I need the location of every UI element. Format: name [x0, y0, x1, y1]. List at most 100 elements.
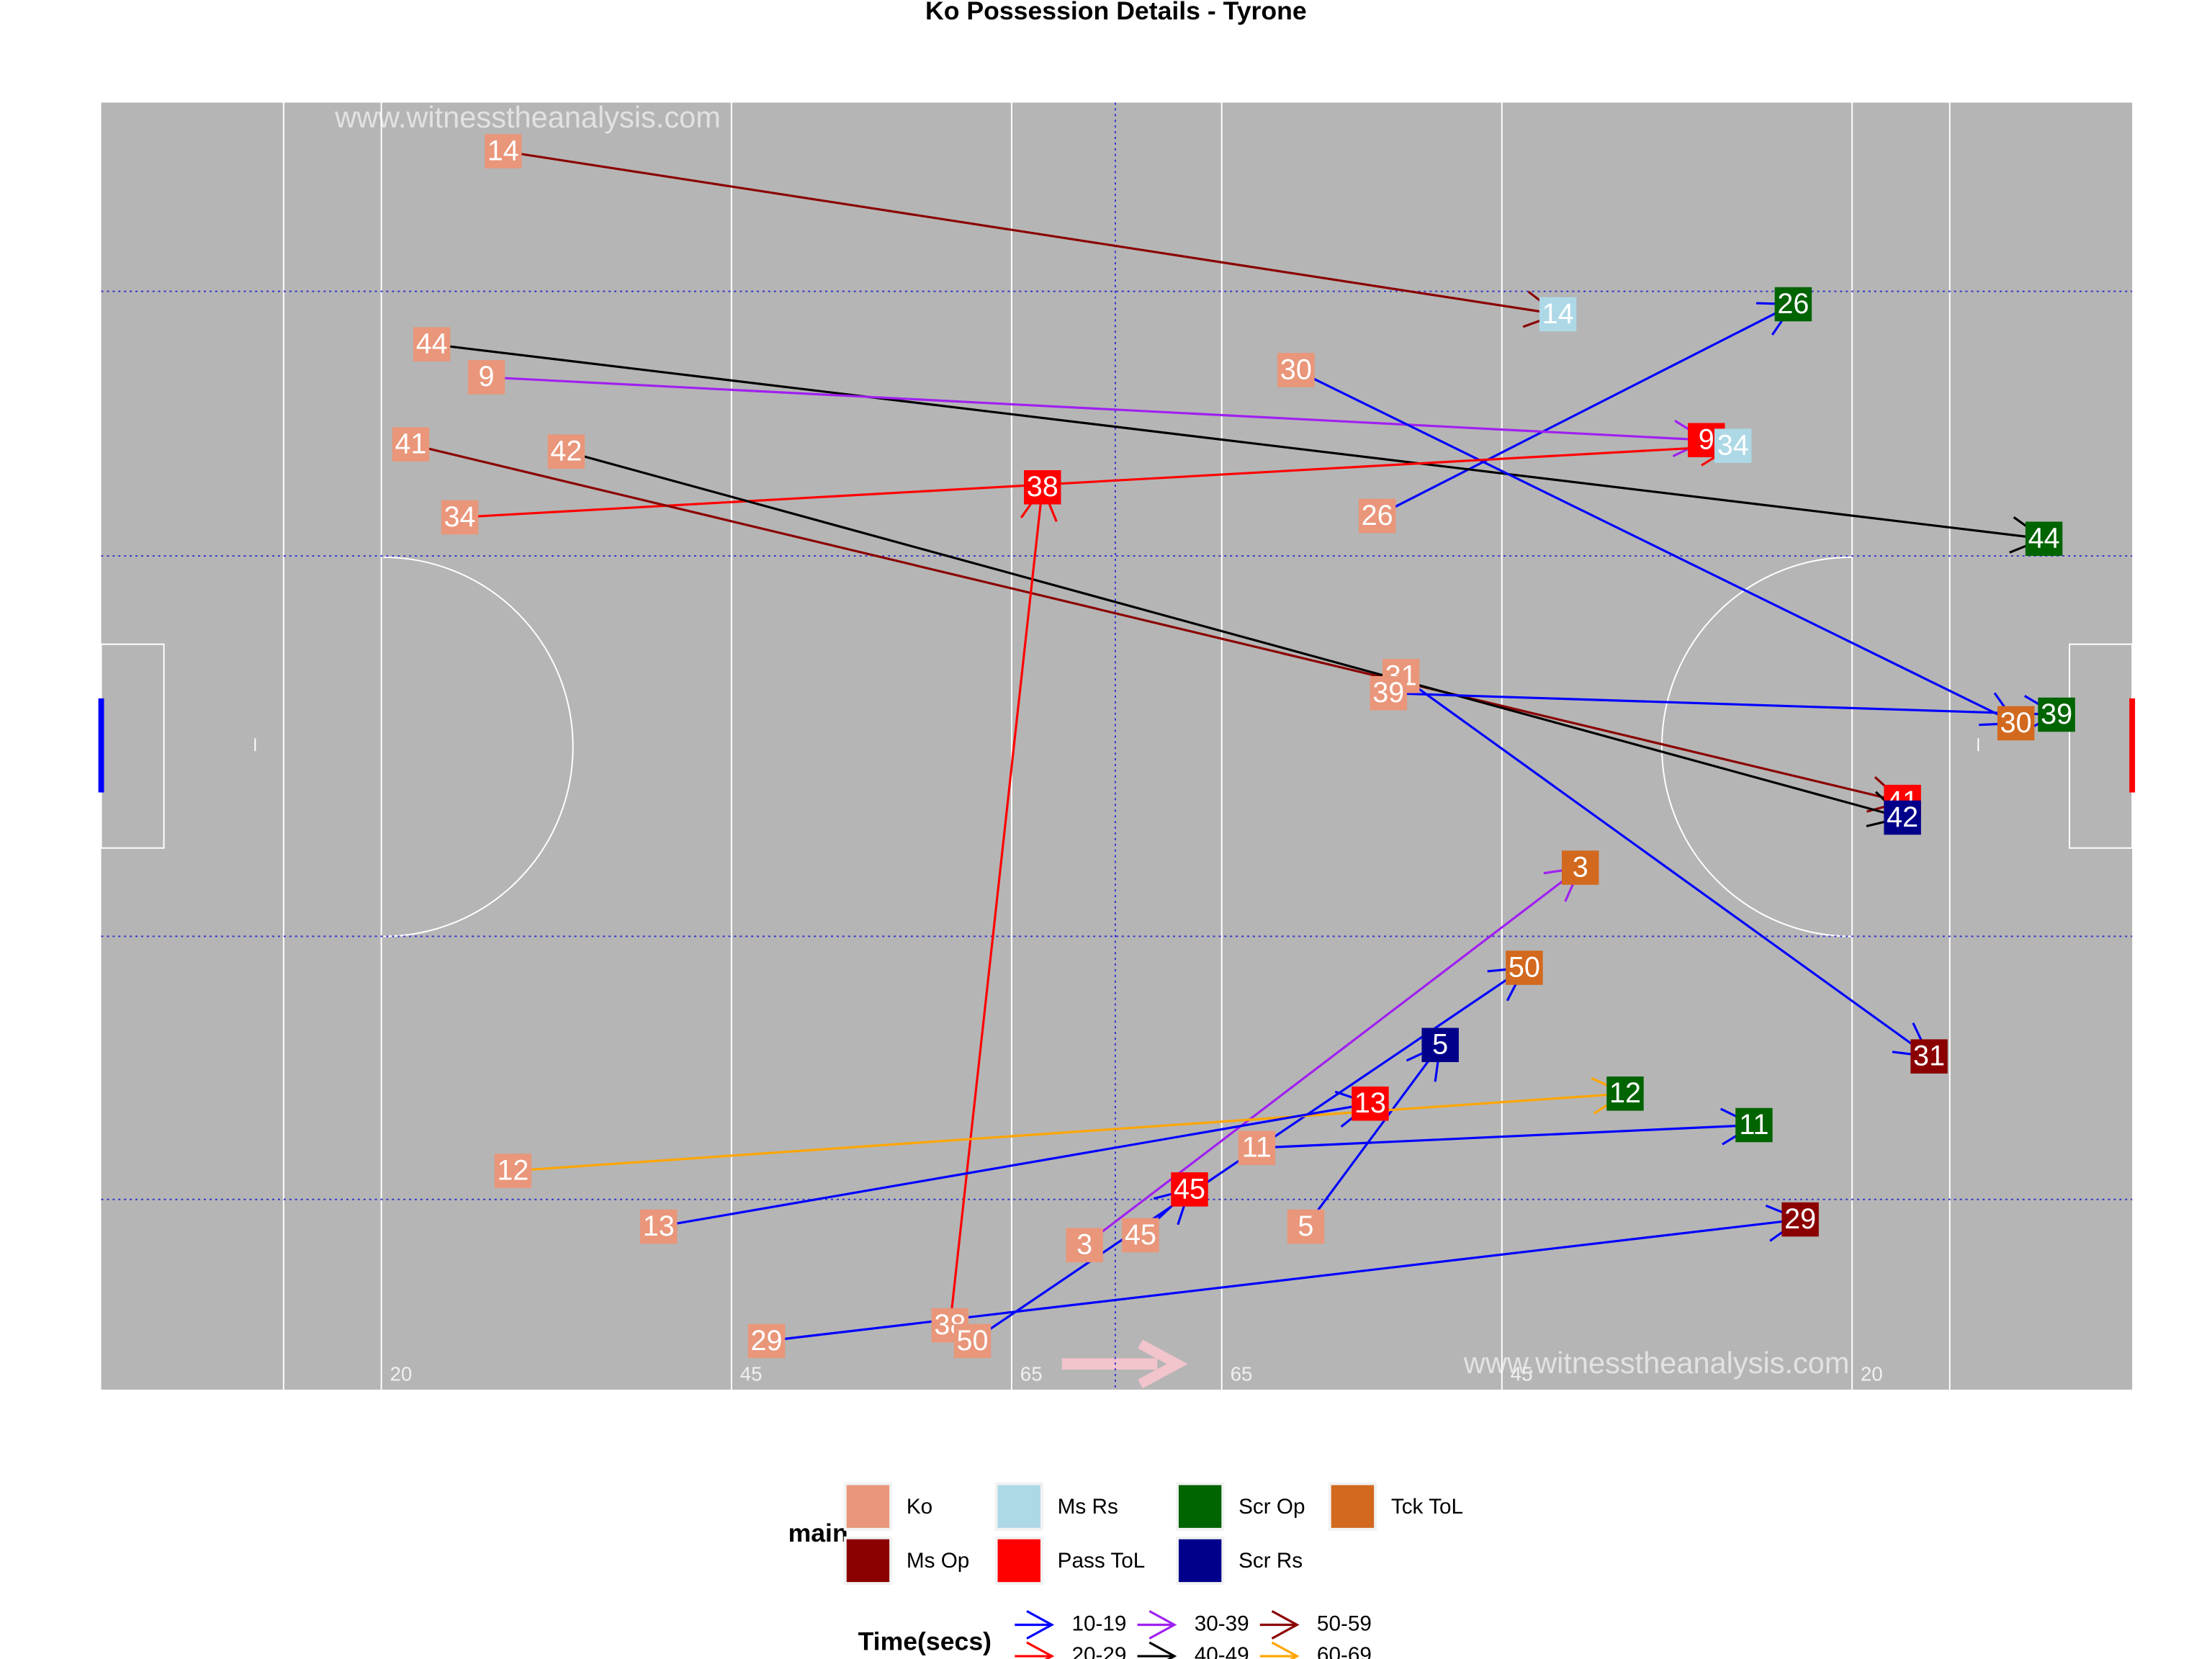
point-label: 41 — [395, 428, 426, 460]
legend-swatch — [1175, 1536, 1225, 1586]
legend-label: 30-39 — [1195, 1611, 1249, 1635]
watermark: www.witnesstheanalysis.com — [334, 100, 721, 134]
end-box — [1421, 1028, 1459, 1063]
legend-label: Pass ToL — [1058, 1549, 1146, 1573]
point-label: 34 — [1717, 430, 1749, 462]
legend-swatch — [843, 1536, 893, 1586]
possession-line — [1388, 692, 2057, 716]
start-box — [1066, 1228, 1103, 1263]
point-label: 45 — [1174, 1173, 1205, 1205]
legend-label: Scr Rs — [1238, 1549, 1303, 1573]
point-label: 3 — [1076, 1229, 1092, 1261]
point-label: 13 — [1354, 1087, 1386, 1119]
end-box — [1884, 800, 1921, 835]
start-box — [1358, 498, 1396, 534]
legend-label: Ms Op — [907, 1549, 969, 1573]
possession-line — [1305, 1044, 1442, 1228]
start-box — [485, 134, 522, 168]
end-box — [1171, 1172, 1208, 1207]
point-label: 39 — [2041, 698, 2072, 730]
labels: 1414262644449930303434414142423838313139… — [392, 134, 2075, 1359]
legend-label: Ko — [907, 1495, 932, 1519]
point-label: 11 — [1739, 1109, 1768, 1141]
legend-label: 10-19 — [1071, 1611, 1126, 1635]
start-box — [747, 1323, 786, 1359]
legend-key-head — [1271, 1641, 1300, 1659]
end-box — [2038, 697, 2075, 732]
start-box — [1370, 675, 1407, 711]
possession-line — [1084, 866, 1581, 1246]
goal — [98, 698, 104, 793]
point-label: 26 — [1362, 500, 1393, 531]
point-label: 5 — [1432, 1029, 1448, 1061]
start-box — [467, 360, 505, 395]
possession-line — [1376, 303, 1794, 517]
start-box — [494, 1154, 532, 1188]
end-box — [2025, 521, 2063, 556]
x-tick-label: 20 — [1861, 1362, 1883, 1385]
point-label: 29 — [751, 1325, 783, 1357]
point-label: 44 — [416, 328, 448, 360]
start-box — [953, 1323, 992, 1359]
start-box — [441, 500, 479, 535]
point-label: 34 — [444, 501, 476, 533]
pitch-markings — [100, 102, 2134, 1390]
arc — [1660, 556, 1852, 938]
legend-key-head — [1148, 1610, 1177, 1640]
point-label: 9 — [1699, 424, 1714, 456]
start-box — [1238, 1130, 1276, 1166]
possession-line — [410, 443, 1903, 804]
point-label: 50 — [956, 1325, 988, 1357]
point-label: 42 — [550, 436, 582, 467]
end-box — [1352, 1086, 1389, 1121]
end-box — [1910, 1039, 1948, 1074]
end-box — [1997, 706, 2035, 741]
point-label: 31 — [1913, 1040, 1945, 1072]
legend-swatch — [843, 1482, 893, 1531]
point-label: 39 — [1372, 677, 1404, 709]
pitch — [101, 102, 2133, 1390]
point-label: 30 — [2000, 707, 2032, 739]
point-label: 38 — [1027, 471, 1058, 503]
end-box — [1606, 1076, 1644, 1111]
legend-label: 60-69 — [1317, 1643, 1372, 1659]
legend-label: 40-49 — [1195, 1643, 1249, 1659]
legend-label: 20-29 — [1071, 1643, 1126, 1659]
point-label: 11 — [1242, 1132, 1272, 1164]
point-label: 13 — [643, 1210, 675, 1242]
legend-swatch — [994, 1536, 1043, 1586]
point-label: 29 — [1784, 1203, 1816, 1235]
point-label: 50 — [1509, 951, 1540, 983]
end-box — [1781, 1202, 1819, 1237]
possession-line — [486, 376, 1707, 441]
start-box — [413, 327, 451, 361]
possession-line — [513, 1092, 1626, 1172]
possession-line — [1256, 1123, 1755, 1149]
possession-line — [565, 450, 1903, 819]
point-label: 12 — [1609, 1077, 1641, 1109]
start-box — [392, 427, 430, 462]
possession-line — [1295, 369, 2017, 724]
point-label: 42 — [1887, 801, 1918, 833]
end-box — [1561, 850, 1599, 885]
legend-swatch — [994, 1482, 1043, 1531]
point-label: 30 — [1280, 354, 1312, 385]
start-box — [1287, 1209, 1325, 1244]
point-label: 3 — [1573, 851, 1588, 883]
point-label: 14 — [1542, 298, 1574, 330]
start-box — [1122, 1218, 1159, 1253]
point-label: 5 — [1298, 1210, 1313, 1242]
watermark: www.witnesstheanalysis.com — [1463, 1346, 1850, 1380]
legend-title: main — [788, 1519, 848, 1547]
end-box — [1506, 950, 1543, 985]
point-label: 14 — [487, 135, 519, 166]
point-label: 45 — [1125, 1219, 1156, 1251]
legend-key-head — [1026, 1610, 1055, 1640]
legend-key-head — [1271, 1610, 1300, 1640]
legend-title: Time(secs) — [858, 1627, 992, 1656]
possession-line — [459, 444, 1733, 519]
x-tick-label: 45 — [740, 1362, 763, 1385]
possession-line — [658, 1102, 1371, 1228]
